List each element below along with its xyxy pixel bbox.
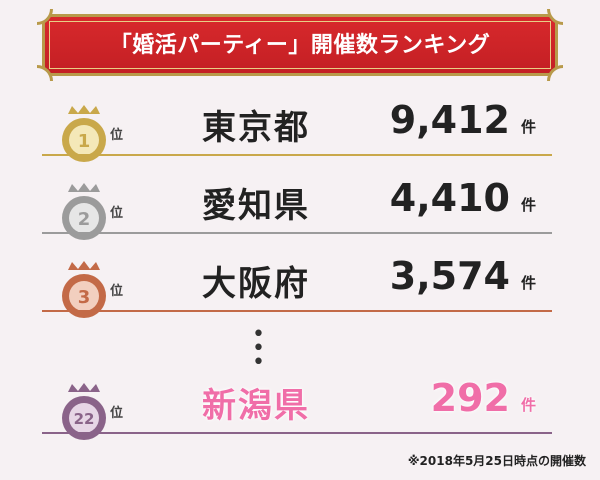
banner-corner <box>547 9 563 25</box>
rank-number: 1 <box>78 131 91 152</box>
rank-number: 3 <box>78 287 91 308</box>
event-count: 3,574 <box>389 254 510 298</box>
row-divider <box>42 432 552 434</box>
purple-crown-medal-icon: 22 <box>62 383 106 440</box>
rank-number: 22 <box>74 410 95 428</box>
title-banner: 「婚活パーティー」開催数ランキング <box>37 9 563 81</box>
rank-suffix: 位 <box>110 406 124 421</box>
count-unit: 件 <box>520 396 536 414</box>
silver-crown-medal-icon: 2 <box>62 183 106 240</box>
count-unit: 件 <box>520 274 536 292</box>
gold-crown-medal-icon: 1 <box>62 105 106 162</box>
prefecture-name: 大阪府 <box>202 264 310 304</box>
row-divider <box>42 154 552 156</box>
ellipsis-vertical: • • • <box>252 322 265 375</box>
rank-suffix: 位 <box>110 128 124 143</box>
banner-corner <box>547 65 563 81</box>
count-unit: 件 <box>520 196 536 214</box>
rank-suffix: 位 <box>110 284 124 299</box>
footnote: ※2018年5月25日時点の開催数 <box>407 454 586 468</box>
ranking-row-2: 2 位 愛知県 4,410 件 <box>42 164 552 240</box>
row-divider <box>42 232 552 234</box>
bronze-crown-medal-icon: 3 <box>62 261 106 318</box>
prefecture-name: 東京都 <box>202 108 310 148</box>
ranking-row-22: 22 位 新潟県 292 件 <box>42 364 552 440</box>
ranking-row-1: 1 位 東京都 9,412 件 <box>42 86 552 162</box>
event-count: 292 <box>430 376 510 420</box>
event-count: 9,412 <box>389 98 510 142</box>
banner-corner <box>37 9 53 25</box>
rank-number: 2 <box>78 209 91 230</box>
page-title: 「婚活パーティー」開催数ランキング <box>109 33 491 58</box>
row-divider <box>42 310 552 312</box>
rank-suffix: 位 <box>110 206 124 221</box>
banner-corner <box>37 65 53 81</box>
prefecture-name: 新潟県 <box>202 386 310 426</box>
count-unit: 件 <box>520 118 536 136</box>
ranking-row-3: 3 位 大阪府 3,574 件 <box>42 242 552 318</box>
prefecture-name: 愛知県 <box>202 186 310 226</box>
event-count: 4,410 <box>389 176 510 220</box>
